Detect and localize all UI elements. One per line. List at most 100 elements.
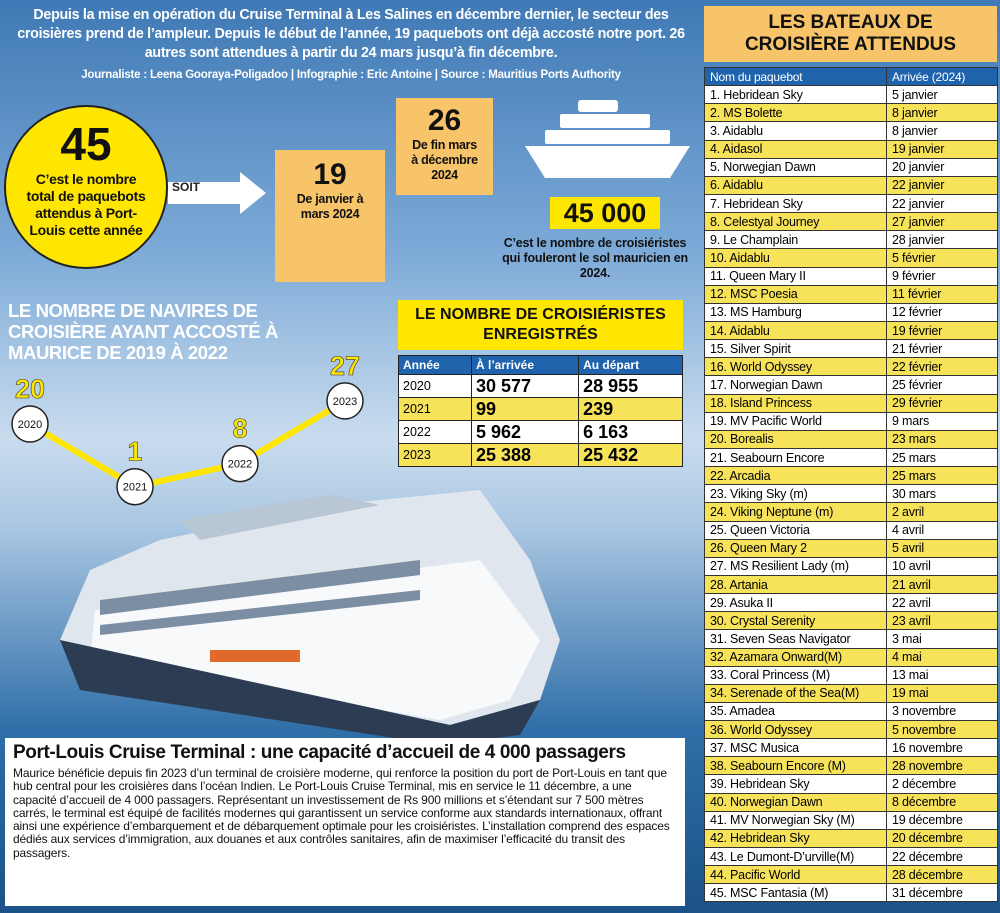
table-cell: 4. Aidasol (704, 139, 887, 159)
table-cell: 22. Arcadia (704, 466, 887, 486)
table-cell: 25 mars (886, 466, 998, 486)
table-cell: 19 janvier (886, 139, 998, 159)
table-cell: 13 mai (886, 665, 998, 685)
column-header: Année (398, 355, 472, 375)
table-row: 5. Norwegian Dawn 20 janvier (704, 157, 998, 177)
table-cell: 28. Artania (704, 574, 887, 595)
table-cell: 2 décembre (886, 774, 998, 794)
table-row: 29. Asuka II 22 avril (704, 593, 998, 613)
table-row: 1. Hebridean Sky 5 janvier (704, 85, 998, 105)
table-row: 2023 25 388 25 432 (398, 443, 683, 467)
table-cell: 5 962 (470, 420, 580, 444)
period-box: 19 De janvier à mars 2024 (275, 150, 385, 282)
passengers-number: 45 000 (550, 197, 660, 229)
table-row: 20. Borealis 23 mars (704, 429, 998, 449)
table-row: 42. Hebridean Sky 20 décembre (704, 828, 998, 849)
table-row: 15. Silver Spirit 21 février (704, 339, 998, 359)
table-cell: 17. Norwegian Dawn (704, 375, 887, 395)
table-row: 37. MSC Musica 16 novembre (704, 738, 998, 758)
table-cell: 8. Celestyal Journey (704, 212, 887, 232)
value-label: 1 (127, 437, 142, 467)
column-header: À l’arrivée (470, 355, 580, 375)
point (326, 382, 364, 420)
table-row: 34. Serenade of the Sea(M) 19 mai (704, 683, 998, 703)
table-row: 31. Seven Seas Navigator 3 mai (704, 629, 998, 649)
table-cell: 1. Hebridean Sky (704, 85, 887, 105)
column-header: Nom du paquebot (704, 66, 887, 87)
table-cell: 45. MSC Fantasia (M) (704, 883, 887, 903)
table-cell: 28 955 (578, 374, 683, 398)
table-cell: 20 janvier (886, 157, 998, 177)
period-number: 26 (427, 104, 462, 137)
table-cell: 2. MS Bolette (704, 103, 887, 123)
table-title: LES BATEAUX DE CROISIÈRE ATTENDUS (704, 6, 997, 62)
table-row: 9. Le Champlain 28 janvier (704, 230, 998, 250)
credits: Journaliste : Leena Gooraya-Poligadoo | … (81, 69, 621, 81)
table-cell: 25 432 (578, 443, 683, 467)
value-label: 27 (330, 351, 360, 381)
column-header: Au départ (578, 355, 683, 375)
terminal-box: Port-Louis Cruise Terminal : une capacit… (5, 738, 685, 906)
table-row: 22. Arcadia 25 mars (704, 466, 998, 486)
table-cell: 6 163 (578, 420, 683, 444)
table-cell: 16 novembre (886, 738, 998, 758)
table-row: 23. Viking Sky (m) 30 mars (704, 484, 998, 504)
ship-icon (525, 100, 690, 178)
table-cell: 239 (578, 397, 683, 421)
table-cell: 28 décembre (886, 865, 998, 885)
period-number: 19 (313, 158, 347, 191)
table-cell: 19 février (886, 320, 998, 341)
category-label: 2020 (18, 419, 42, 431)
table-row: 25. Queen Victoria 4 avril (704, 520, 998, 540)
table-row: 2. MS Bolette 8 janvier (704, 103, 998, 123)
total-circle: 45 C’est le nombre total de paquebots at… (4, 105, 168, 269)
table-cell: 5 janvier (886, 85, 998, 105)
table-row: 2021 99 239 (398, 397, 683, 421)
table-cell: 33. Coral Princess (M) (704, 665, 887, 685)
table-cell: 4 mai (886, 647, 998, 667)
value-label: 8 (232, 414, 247, 444)
category-label: 2021 (123, 482, 147, 494)
table-cell: 35. Amadea (704, 701, 887, 722)
table-cell: 8 décembre (886, 792, 998, 812)
table-cell: 19 mai (886, 683, 998, 703)
cruisers-table: Année À l’arrivée Au départ 2020 30 577 28 95… (398, 355, 683, 467)
table-row: 24. Viking Neptune (m) 2 avril (704, 502, 998, 522)
table-cell: 16. World Odyssey (704, 357, 887, 377)
table-cell: 19. MV Pacific World (704, 411, 887, 431)
table-cell: 22 décembre (886, 847, 998, 867)
table-cell: 23 mars (886, 429, 998, 449)
table-cell: 20. Borealis (704, 429, 887, 449)
table-cell: 28 novembre (886, 756, 998, 776)
table-row: 7. Hebridean Sky 22 janvier (704, 193, 998, 214)
table-cell: 2023 (398, 443, 472, 467)
table-row: 39. Hebridean Sky 2 décembre (704, 774, 998, 794)
table-cell: 8 janvier (886, 121, 998, 141)
table-row: 38. Seabourn Encore (M) 28 novembre (704, 756, 998, 776)
table-cell: 21 avril (886, 574, 998, 595)
table-cell: 30. Crystal Serenity (704, 611, 887, 631)
table-cell: 22 janvier (886, 193, 998, 214)
table-cell: 9 mars (886, 411, 998, 431)
table-cell: 9 février (886, 266, 998, 286)
header-row: Nom du paquebot Arrivée (2024) (704, 66, 998, 87)
table-row: 2020 30 577 28 955 (398, 374, 683, 398)
table-cell: 40. Norwegian Dawn (704, 792, 887, 812)
terminal-body: Maurice bénéficie depuis fin 2023 d’un t… (13, 766, 670, 860)
ships-table: Nom du paquebot Arrivée (2024) 1. Hebridea… (704, 66, 998, 903)
category-label: 2023 (333, 396, 357, 408)
table-row: 17. Norwegian Dawn 25 février (704, 375, 998, 395)
table-row: 3. Aidablu 8 janvier (704, 121, 998, 141)
point (221, 444, 259, 483)
table-cell: 6. Aidablu (704, 175, 887, 195)
table-cell: 22 janvier (886, 175, 998, 195)
table-cell: 43. Le Dumont-D’urville(M) (704, 847, 887, 867)
table-cell: 18. Island Princess (704, 393, 887, 413)
table-cell: 11. Queen Mary II (704, 266, 887, 286)
table-cell: 13. MS Hamburg (704, 302, 887, 322)
table-cell: 32. Azamara Onward(M) (704, 647, 887, 667)
